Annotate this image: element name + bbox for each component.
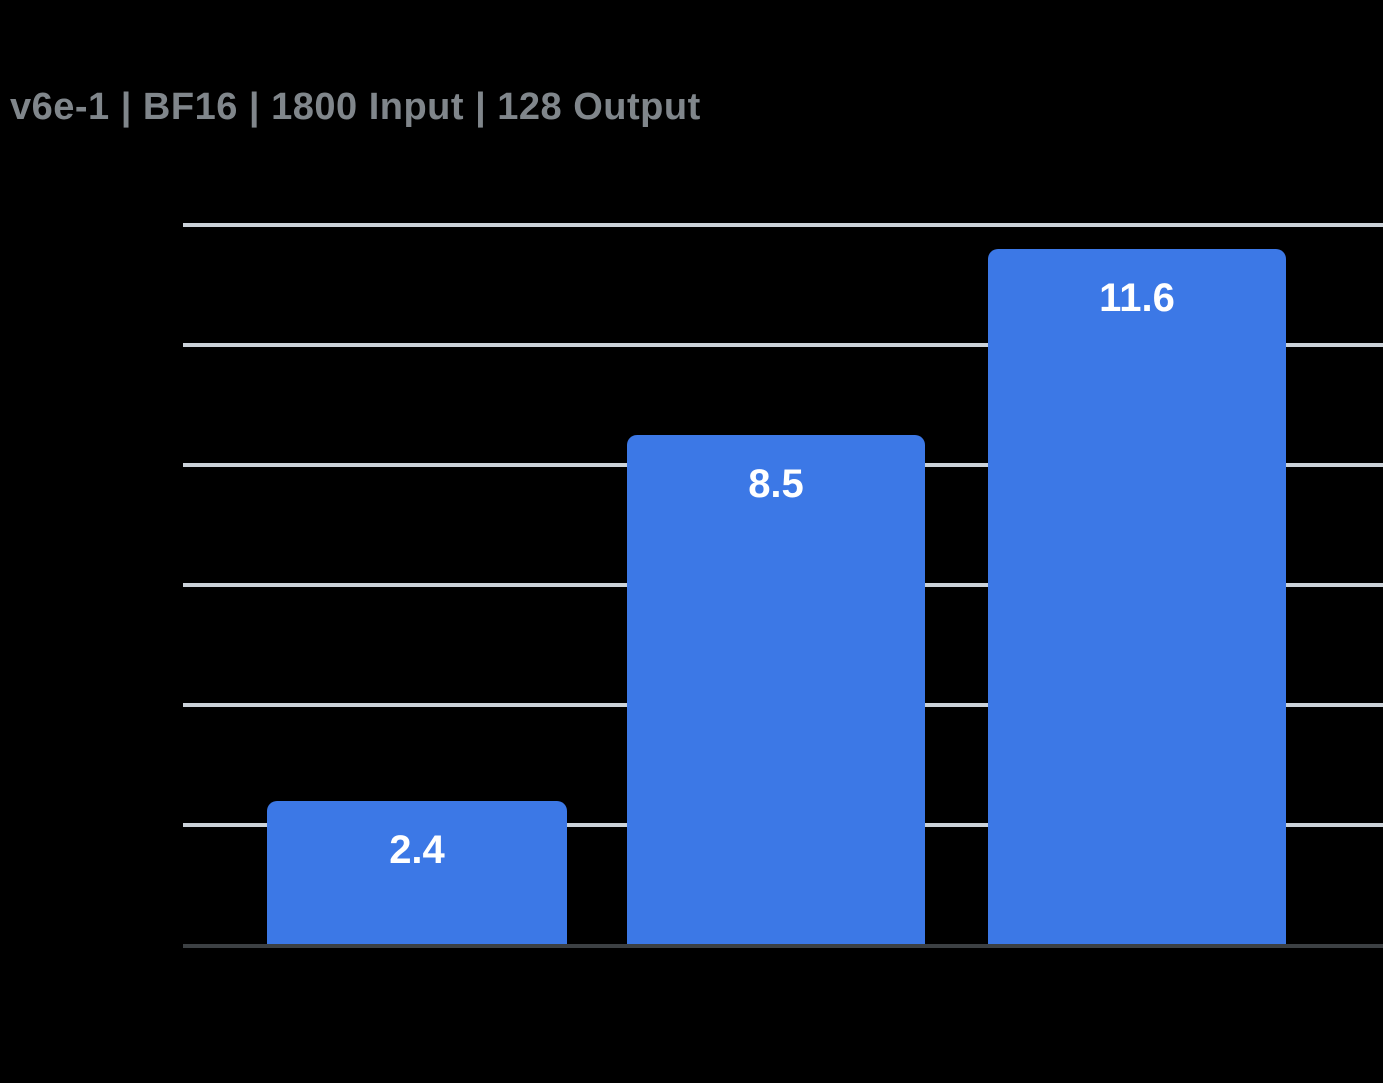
bar-value-label: 11.6 [1099, 276, 1175, 320]
gridline [183, 223, 1383, 227]
bar: 8.5 [627, 435, 925, 945]
bar: 11.6 [988, 249, 1286, 945]
gridline [183, 343, 1383, 347]
bar-value-label: 8.5 [748, 462, 804, 506]
x-axis-line [183, 944, 1383, 948]
bar-value-label: 2.4 [389, 828, 445, 872]
plot-area: 2.4 8.5 11.6 [183, 223, 1383, 948]
bar: 2.4 [267, 801, 567, 945]
chart-title: v6e-1 | BF16 | 1800 Input | 128 Output [10, 86, 701, 128]
